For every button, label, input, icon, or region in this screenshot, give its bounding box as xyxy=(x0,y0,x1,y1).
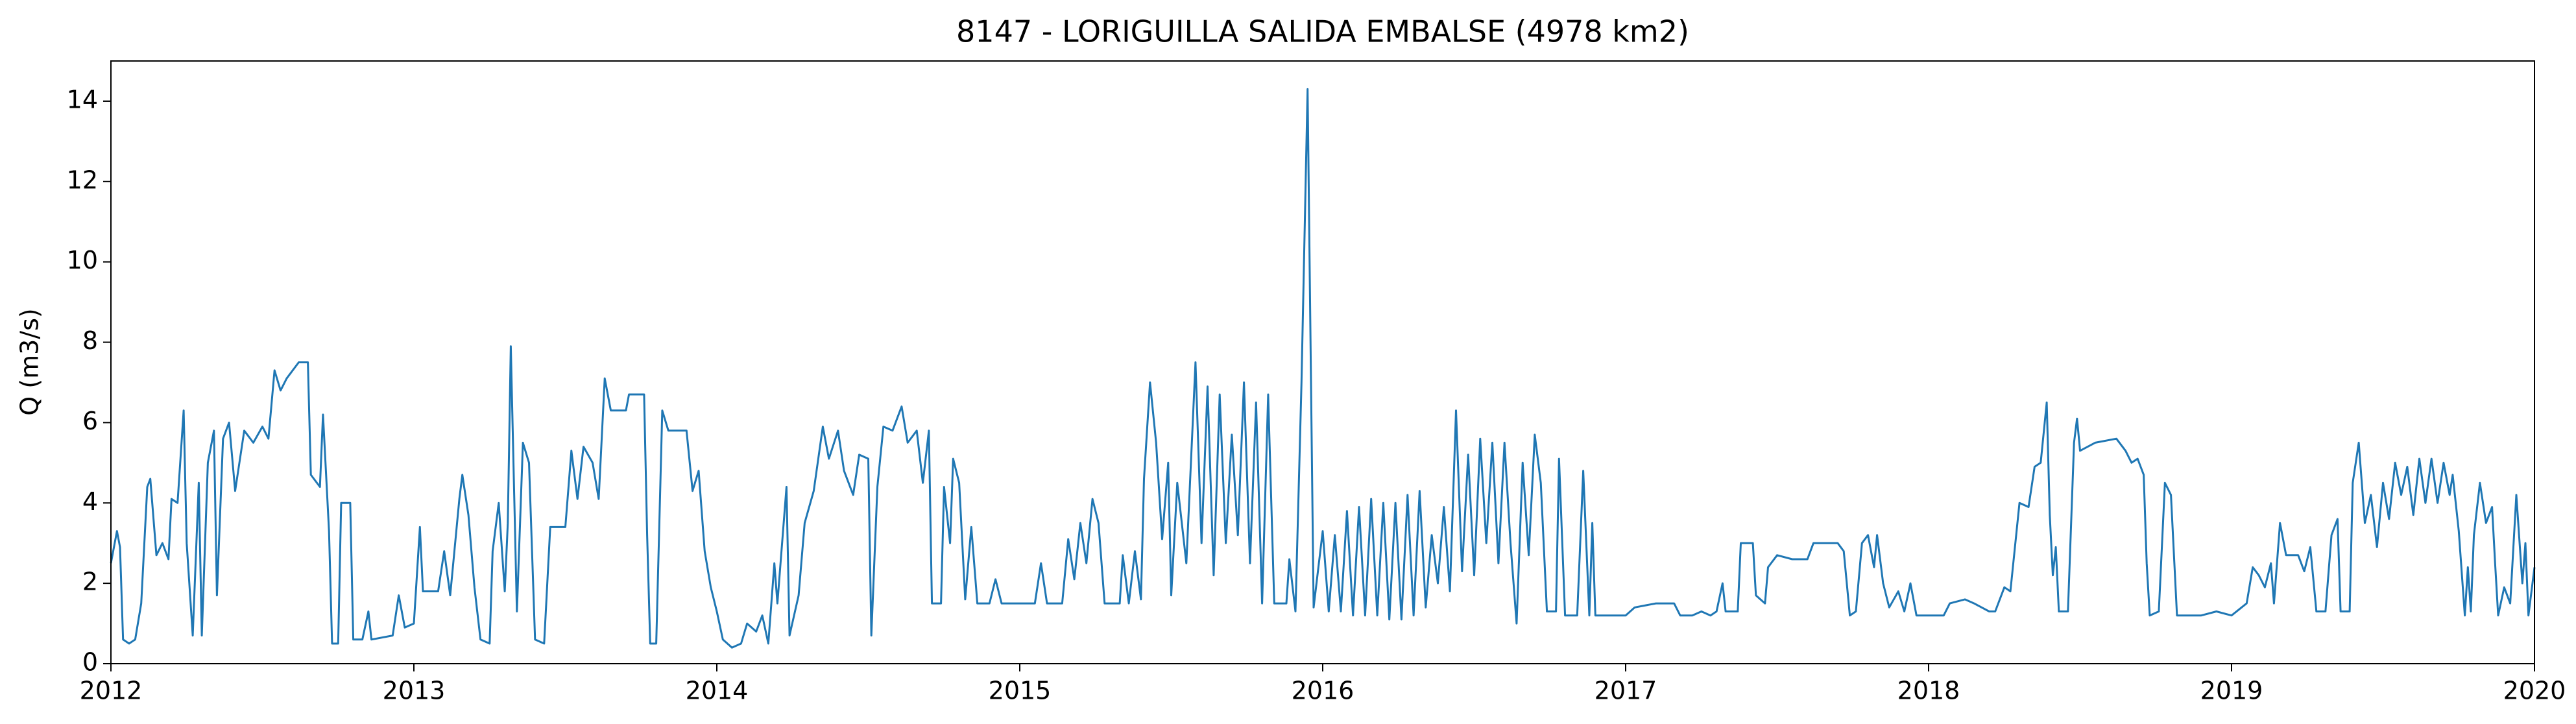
chart-title: 8147 - LORIGUILLA SALIDA EMBALSE (4978 k… xyxy=(956,14,1689,49)
y-tick-label: 10 xyxy=(67,246,98,274)
y-tick-label: 2 xyxy=(82,568,98,596)
plot-frame xyxy=(110,60,2535,664)
x-tick-label: 2015 xyxy=(989,677,1052,705)
data-line xyxy=(110,88,2536,649)
x-tick-label: 2016 xyxy=(1292,677,1354,705)
y-axis-label: Q (m3/s) xyxy=(16,308,44,415)
x-tick-label: 2012 xyxy=(80,677,143,705)
x-tick-label: 2017 xyxy=(1595,677,1657,705)
y-tick-label: 0 xyxy=(82,648,98,677)
y-tick-label: 14 xyxy=(67,85,98,114)
x-tick-label: 2019 xyxy=(2200,677,2263,705)
y-tick-label: 8 xyxy=(82,326,98,355)
x-tick-label: 2018 xyxy=(1897,677,1960,705)
x-tick-label: 2013 xyxy=(383,677,446,705)
y-tick-label: 4 xyxy=(82,487,98,516)
y-tick-label: 12 xyxy=(67,165,98,194)
y-tick-label: 6 xyxy=(82,407,98,435)
x-tick-label: 2020 xyxy=(2503,677,2566,705)
x-tick-label: 2014 xyxy=(686,677,749,705)
